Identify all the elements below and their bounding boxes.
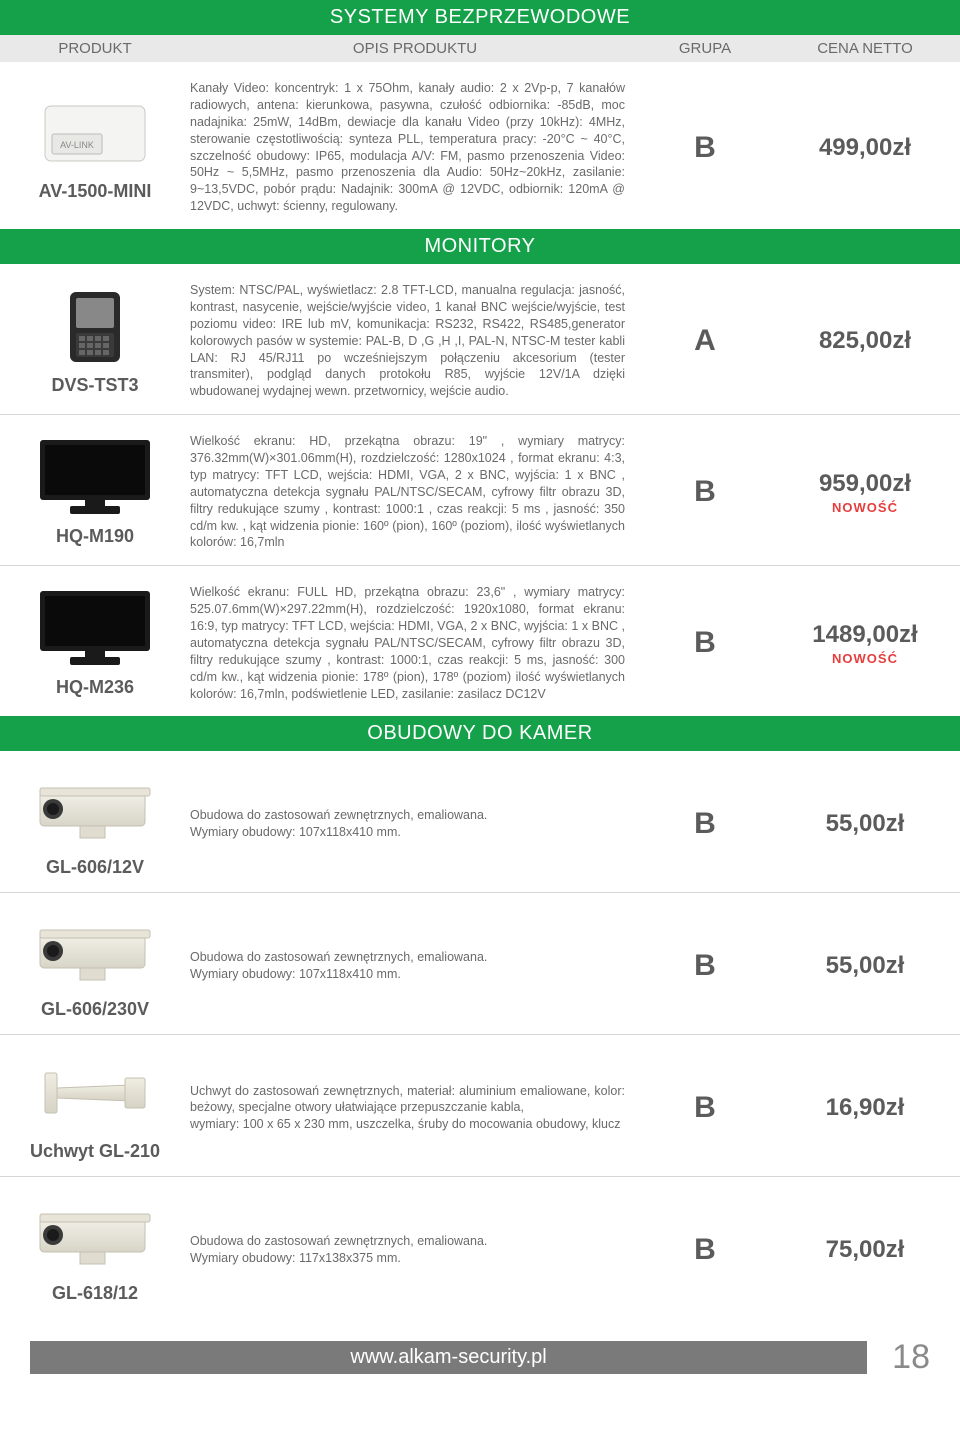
product-group: A bbox=[640, 324, 770, 358]
product-price: 75,00zł bbox=[770, 1236, 960, 1264]
product-description: Obudowa do zastosowań zewnętrznych, emal… bbox=[190, 949, 640, 983]
section-header: SYSTEMY BEZPRZEWODOWE bbox=[0, 0, 960, 35]
product-row: DVS-TST3 System: NTSC/PAL, wyświetlacz: … bbox=[0, 264, 960, 415]
product-price-cell: 55,00zł bbox=[770, 810, 960, 838]
product-row: GL-618/12 Obudowa do zastosowań zewnętrz… bbox=[0, 1177, 960, 1318]
product-price: 55,00zł bbox=[770, 952, 960, 980]
product-description: Obudowa do zastosowań zewnętrznych, emal… bbox=[190, 1233, 640, 1267]
col-price: CENA NETTO bbox=[770, 40, 960, 57]
product-image-icon bbox=[25, 438, 165, 518]
product-price: 16,90zł bbox=[770, 1094, 960, 1122]
product-image-icon: AV-LINK bbox=[25, 93, 165, 173]
product-cell: HQ-M190 bbox=[0, 438, 190, 547]
section-header: OBUDOWY DO KAMER bbox=[0, 716, 960, 751]
product-name: HQ-M190 bbox=[0, 526, 190, 547]
product-image-icon bbox=[25, 287, 165, 367]
product-name: GL-618/12 bbox=[0, 1283, 190, 1304]
product-name: Uchwyt GL-210 bbox=[0, 1141, 190, 1162]
product-cell: GL-618/12 bbox=[0, 1195, 190, 1304]
page-footer: www.alkam-security.pl 18 bbox=[0, 1338, 960, 1392]
section-header: MONITORY bbox=[0, 229, 960, 264]
product-name: DVS-TST3 bbox=[0, 375, 190, 396]
product-description: Obudowa do zastosowań zewnętrznych, emal… bbox=[190, 807, 640, 841]
product-price-cell: 55,00zł bbox=[770, 952, 960, 980]
product-row: Uchwyt GL-210 Uchwyt do zastosowań zewnę… bbox=[0, 1035, 960, 1177]
product-image-icon bbox=[25, 589, 165, 669]
product-row: HQ-M190 Wielkość ekranu: HD, przekątna o… bbox=[0, 415, 960, 566]
product-group: B bbox=[640, 626, 770, 660]
col-group: GRUPA bbox=[640, 40, 770, 57]
svg-text:AV-LINK: AV-LINK bbox=[60, 140, 94, 150]
product-group: B bbox=[640, 949, 770, 983]
page-number: 18 bbox=[892, 1338, 930, 1377]
product-cell: GL-606/12V bbox=[0, 769, 190, 878]
product-description: Kanały Video: koncentryk: 1 x 75Ohm, kan… bbox=[190, 80, 640, 215]
product-cell: Uchwyt GL-210 bbox=[0, 1053, 190, 1162]
product-price-cell: 16,90zł bbox=[770, 1094, 960, 1122]
product-name: GL-606/12V bbox=[0, 857, 190, 878]
product-price-cell: 1489,00zł NOWOŚĆ bbox=[770, 621, 960, 666]
product-image-icon bbox=[25, 911, 165, 991]
product-price-cell: 825,00zł bbox=[770, 327, 960, 355]
footer-url: www.alkam-security.pl bbox=[30, 1341, 867, 1374]
product-price-cell: 499,00zł bbox=[770, 134, 960, 162]
product-description: Uchwyt do zastosowań zewnętrznych, mater… bbox=[190, 1083, 640, 1134]
product-name: GL-606/230V bbox=[0, 999, 190, 1020]
product-price-cell: 959,00zł NOWOŚĆ bbox=[770, 470, 960, 515]
product-price: 959,00zł bbox=[770, 470, 960, 498]
product-price-cell: 75,00zł bbox=[770, 1236, 960, 1264]
product-cell: DVS-TST3 bbox=[0, 287, 190, 396]
novelty-badge: NOWOŚĆ bbox=[770, 651, 960, 666]
product-group: B bbox=[640, 807, 770, 841]
product-description: Wielkość ekranu: HD, przekątna obrazu: 1… bbox=[190, 433, 640, 551]
product-group: B bbox=[640, 1233, 770, 1267]
product-name: HQ-M236 bbox=[0, 677, 190, 698]
product-image-icon bbox=[25, 1195, 165, 1275]
column-header-row: PRODUKT OPIS PRODUKTU GRUPA CENA NETTO bbox=[0, 35, 960, 62]
col-description: OPIS PRODUKTU bbox=[190, 40, 640, 57]
product-price: 499,00zł bbox=[770, 134, 960, 162]
product-cell: AV-LINK AV-1500-MINI bbox=[0, 93, 190, 202]
product-price: 825,00zł bbox=[770, 327, 960, 355]
product-price: 1489,00zł bbox=[770, 621, 960, 649]
novelty-badge: NOWOŚĆ bbox=[770, 500, 960, 515]
product-row: AV-LINK AV-1500-MINI Kanały Video: konce… bbox=[0, 62, 960, 229]
product-image-icon bbox=[25, 1053, 165, 1133]
product-description: System: NTSC/PAL, wyświetlacz: 2.8 TFT-L… bbox=[190, 282, 640, 400]
product-group: B bbox=[640, 1091, 770, 1125]
product-price: 55,00zł bbox=[770, 810, 960, 838]
product-cell: HQ-M236 bbox=[0, 589, 190, 698]
product-row: GL-606/12V Obudowa do zastosowań zewnętr… bbox=[0, 751, 960, 893]
product-row: GL-606/230V Obudowa do zastosowań zewnęt… bbox=[0, 893, 960, 1035]
product-cell: GL-606/230V bbox=[0, 911, 190, 1020]
product-name: AV-1500-MINI bbox=[0, 181, 190, 202]
col-product: PRODUKT bbox=[0, 40, 190, 57]
product-group: B bbox=[640, 475, 770, 509]
product-description: Wielkość ekranu: FULL HD, przekątna obra… bbox=[190, 584, 640, 702]
product-group: B bbox=[640, 131, 770, 165]
product-image-icon bbox=[25, 769, 165, 849]
product-row: HQ-M236 Wielkość ekranu: FULL HD, przeką… bbox=[0, 566, 960, 716]
